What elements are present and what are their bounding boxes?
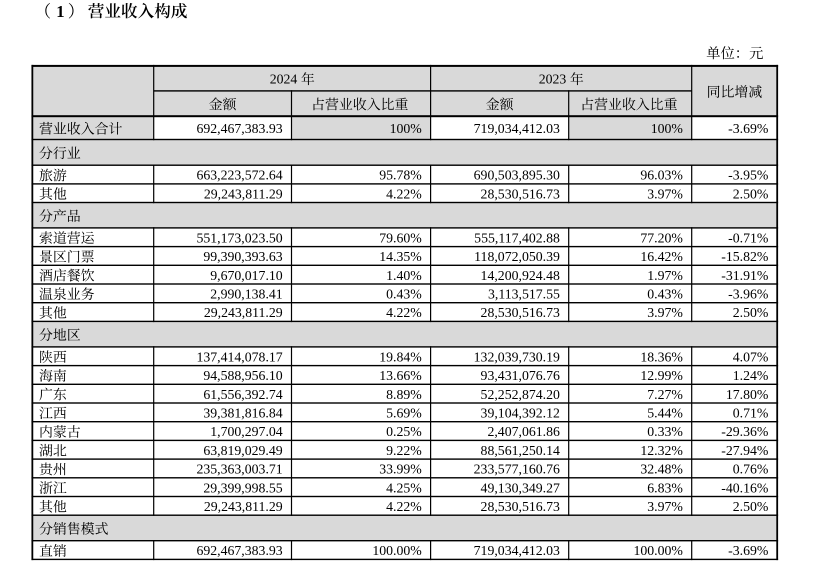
svg-text:-15.82%: -15.82% [721,249,769,264]
svg-text:99,390,393.63: 99,390,393.63 [203,249,282,264]
svg-text:32.48%: 32.48% [640,462,683,477]
svg-text:4.22%: 4.22% [386,305,422,320]
svg-text:100.00%: 100.00% [372,543,422,558]
svg-text:551,173,023.50: 551,173,023.50 [196,230,282,245]
svg-text:9,670,017.10: 9,670,017.10 [210,268,283,283]
svg-text:12.99%: 12.99% [640,368,683,383]
svg-text:61,556,392.74: 61,556,392.74 [203,387,282,402]
svg-text:-0.71%: -0.71% [728,230,769,245]
svg-text:7.27%: 7.27% [647,387,683,402]
svg-text:3.97%: 3.97% [647,186,683,201]
svg-text:5.44%: 5.44% [647,406,683,421]
svg-text:28,530,516.73: 28,530,516.73 [481,186,560,201]
svg-text:29,243,811.29: 29,243,811.29 [204,186,283,201]
svg-text:-3.96%: -3.96% [728,287,769,302]
svg-text:0.76%: 0.76% [733,462,769,477]
svg-text:-3.69%: -3.69% [728,121,769,136]
svg-text:2.50%: 2.50% [733,499,769,514]
svg-text:49,130,349.27: 49,130,349.27 [481,480,560,495]
svg-text:1.97%: 1.97% [647,268,683,283]
svg-text:555,117,402.88: 555,117,402.88 [474,230,560,245]
svg-text:29,399,998.55: 29,399,998.55 [203,480,282,495]
svg-text:692,467,383.93: 692,467,383.93 [196,543,282,558]
svg-text:28,530,516.73: 28,530,516.73 [481,499,560,514]
svg-text:-29.36%: -29.36% [721,424,769,439]
svg-text:3.97%: 3.97% [647,499,683,514]
svg-text:-3.95%: -3.95% [728,168,769,183]
svg-text:79.60%: 79.60% [379,230,422,245]
svg-text:19.84%: 19.84% [379,349,422,364]
svg-text:18.36%: 18.36% [640,349,683,364]
svg-text:94,588,956.10: 94,588,956.10 [203,368,282,383]
svg-text:29,243,811.29: 29,243,811.29 [204,499,283,514]
svg-text:4.07%: 4.07% [733,349,769,364]
svg-text:118,072,050.39: 118,072,050.39 [474,249,560,264]
svg-text:14,200,924.48: 14,200,924.48 [481,268,560,283]
svg-text:3.97%: 3.97% [647,305,683,320]
svg-text:14.35%: 14.35% [379,249,422,264]
svg-text:12.32%: 12.32% [640,443,683,458]
svg-text:9.22%: 9.22% [386,443,422,458]
svg-text:0.33%: 0.33% [647,424,683,439]
svg-text:4.22%: 4.22% [386,186,422,201]
svg-text:2.50%: 2.50% [733,186,769,201]
svg-text:29,243,811.29: 29,243,811.29 [204,305,283,320]
svg-text:719,034,412.03: 719,034,412.03 [474,121,560,136]
svg-text:88,561,250.14: 88,561,250.14 [481,443,560,458]
svg-text:4.25%: 4.25% [386,480,422,495]
svg-text:17.80%: 17.80% [726,387,769,402]
svg-text:39,381,816.84: 39,381,816.84 [203,406,282,421]
svg-text:63,819,029.49: 63,819,029.49 [203,443,282,458]
svg-text:95.78%: 95.78% [379,168,422,183]
svg-text:-40.16%: -40.16% [721,480,769,495]
svg-text:0.25%: 0.25% [386,424,422,439]
svg-text:663,223,572.64: 663,223,572.64 [196,168,282,183]
svg-text:235,363,003.71: 235,363,003.71 [196,462,282,477]
svg-text:132,039,730.19: 132,039,730.19 [474,349,560,364]
svg-text:137,414,078.17: 137,414,078.17 [196,349,282,364]
svg-text:8.89%: 8.89% [386,387,422,402]
svg-text:0.43%: 0.43% [386,287,422,302]
svg-text:1.40%: 1.40% [386,268,422,283]
svg-text:33.99%: 33.99% [379,462,422,477]
svg-text:690,503,895.30: 690,503,895.30 [474,168,560,183]
svg-text:5.69%: 5.69% [386,406,422,421]
svg-text:93,431,076.76: 93,431,076.76 [481,368,560,383]
svg-text:16.42%: 16.42% [640,249,683,264]
svg-text:96.03%: 96.03% [640,168,683,183]
svg-text:233,577,160.76: 233,577,160.76 [474,462,560,477]
svg-text:0.71%: 0.71% [733,406,769,421]
svg-text:100%: 100% [390,121,423,136]
svg-text:1: 1 [56,2,64,21]
svg-text:77.20%: 77.20% [640,230,683,245]
svg-text:-27.94%: -27.94% [721,443,769,458]
svg-text:692,467,383.93: 692,467,383.93 [196,121,282,136]
svg-text:2023: 2023 [539,72,567,87]
svg-text:4.22%: 4.22% [386,499,422,514]
svg-text:100.00%: 100.00% [633,543,683,558]
svg-text:719,034,412.03: 719,034,412.03 [474,543,560,558]
svg-text:100%: 100% [651,121,684,136]
svg-text:-31.91%: -31.91% [721,268,769,283]
svg-text:1,700,297.04: 1,700,297.04 [210,424,283,439]
svg-text:52,252,874.20: 52,252,874.20 [481,387,560,402]
svg-text:3,113,517.55: 3,113,517.55 [488,287,560,302]
svg-text:2,990,138.41: 2,990,138.41 [210,287,283,302]
svg-text:0.43%: 0.43% [647,287,683,302]
svg-text:39,104,392.12: 39,104,392.12 [481,406,560,421]
svg-text:-3.69%: -3.69% [728,543,769,558]
svg-text:6.83%: 6.83% [647,480,683,495]
svg-text:28,530,516.73: 28,530,516.73 [481,305,560,320]
svg-text:13.66%: 13.66% [379,368,422,383]
svg-text:2.50%: 2.50% [733,305,769,320]
svg-text:2,407,061.86: 2,407,061.86 [487,424,560,439]
svg-text:2024: 2024 [270,72,298,87]
svg-text:1.24%: 1.24% [733,368,769,383]
